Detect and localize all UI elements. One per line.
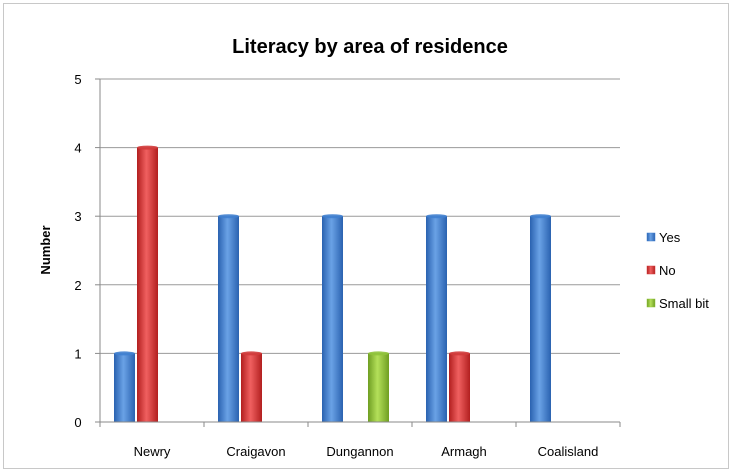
bar-cap [426, 214, 447, 219]
y-axis-ticks: 0 1 2 3 4 5 [74, 72, 81, 430]
y-tick-label: 1 [74, 346, 81, 361]
legend-swatch [646, 232, 656, 242]
bar-cap [322, 214, 343, 219]
bar-cap [218, 214, 239, 219]
y-tick-label: 5 [74, 72, 81, 87]
chart-title: Literacy by area of residence [232, 36, 508, 58]
y-tick-label: 4 [74, 141, 81, 156]
legend-label: Yes [659, 230, 681, 245]
legend-swatch [646, 298, 656, 308]
x-tick-label: Craigavon [226, 444, 285, 459]
bar-no-newry [137, 147, 158, 422]
bars [114, 145, 551, 422]
legend-label: Small bit [659, 296, 709, 311]
bar-yes-newry [114, 353, 135, 422]
bar-cap [114, 351, 135, 356]
bar-yes-dungannon [322, 216, 343, 422]
bar-yes-armagh [426, 216, 447, 422]
x-tick-label: Coalisland [538, 444, 599, 459]
bar-yes-coalisland [530, 216, 551, 422]
y-tick-label: 0 [74, 415, 81, 430]
y-axis-label: Number [38, 225, 53, 274]
bar-cap [137, 145, 158, 150]
x-axis-ticks: Newry Craigavon Dungannon Armagh Coalisland [134, 444, 599, 459]
bar-small-bit-dungannon [368, 353, 389, 422]
bar-no-armagh [449, 353, 470, 422]
x-tick-label: Armagh [441, 444, 487, 459]
x-tick-label: Newry [134, 444, 171, 459]
bar-cap [241, 351, 262, 356]
x-tick-label: Dungannon [326, 444, 393, 459]
bar-cap [449, 351, 470, 356]
bar-cap [530, 214, 551, 219]
bar-cap [368, 351, 389, 356]
legend: Yes No Small bit [646, 230, 709, 311]
bar-yes-craigavon [218, 216, 239, 422]
y-tick-label: 2 [74, 278, 81, 293]
bar-no-craigavon [241, 353, 262, 422]
y-tick-label: 3 [74, 209, 81, 224]
legend-label: No [659, 263, 676, 278]
legend-swatch [646, 265, 656, 275]
